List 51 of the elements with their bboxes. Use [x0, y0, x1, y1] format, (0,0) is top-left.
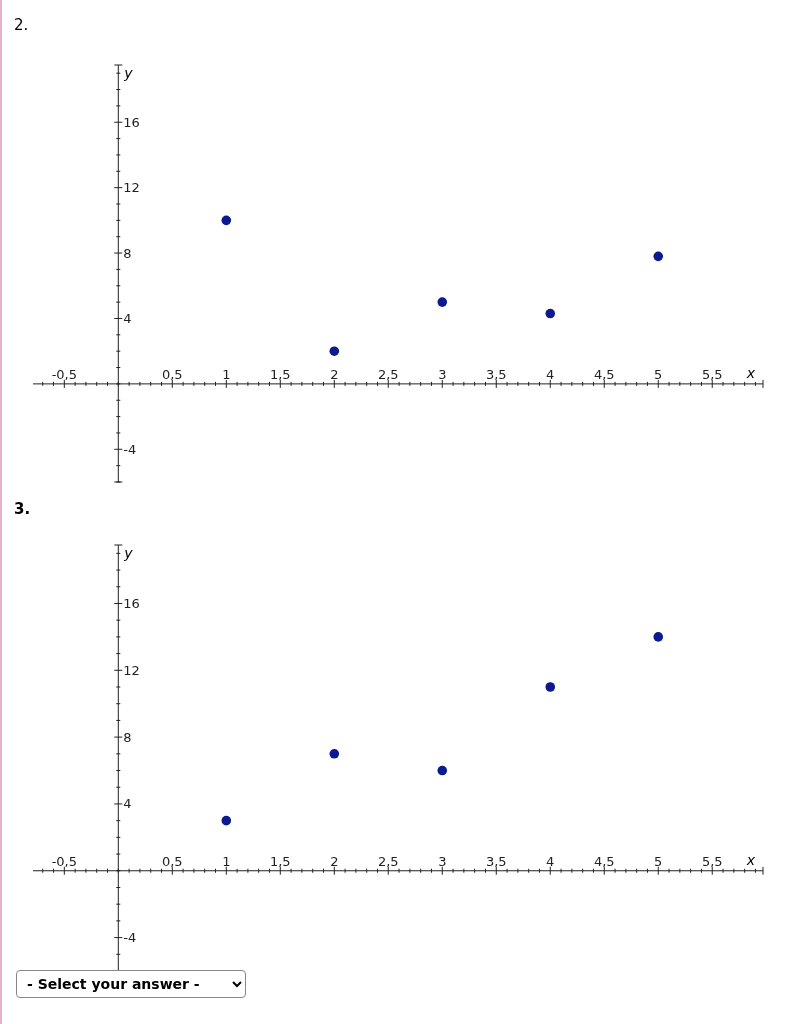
x-tick-label: 0,5	[161, 366, 183, 382]
point	[221, 815, 232, 826]
y-axis-title: y	[123, 65, 134, 81]
point	[437, 297, 448, 307]
y-tick-label: 12	[123, 662, 140, 678]
x-tick-label: 1	[222, 366, 231, 382]
x-tick-label: 3,5	[485, 853, 507, 869]
point	[545, 308, 556, 319]
answer-dropdown: - Select your answer -	[16, 970, 246, 998]
x-tick-label: 2,5	[377, 853, 399, 869]
x-tick-label: 5	[654, 366, 663, 382]
x-tick-label: 1	[222, 853, 231, 869]
y-tick-label: 8	[123, 245, 132, 261]
x-tick-label: 3	[438, 366, 447, 382]
x-tick-label: 5	[654, 853, 663, 869]
x-tick-label: 3	[438, 853, 447, 869]
y-tick-label: 16	[123, 596, 140, 612]
x-tick-label: 2,5	[377, 366, 399, 382]
x-tick-label: 4,5	[593, 366, 615, 382]
x-tick-label: 4	[546, 853, 555, 869]
chart-title: 3.	[14, 500, 31, 518]
x-axis-title: x	[745, 851, 756, 868]
point	[437, 765, 448, 776]
point	[221, 215, 232, 226]
point	[329, 749, 340, 759]
point	[329, 346, 340, 356]
point	[653, 632, 664, 642]
point	[545, 682, 556, 692]
x-tick-label: 2	[330, 853, 339, 869]
y-axis-title: y	[123, 545, 134, 561]
y-tick-label: 8	[123, 729, 132, 745]
x-tick-label: 4	[546, 366, 555, 382]
y-tick-label: 12	[123, 180, 140, 196]
x-tick-label: -0,5	[51, 853, 77, 869]
x-tick-label: 5,5	[701, 853, 723, 869]
x-tick-label: 0,5	[161, 853, 183, 869]
x-tick-label: 2	[330, 366, 339, 382]
y-tick-label: -4	[123, 930, 137, 946]
point	[653, 251, 664, 262]
chart-title: 2.	[14, 16, 29, 34]
x-tick-label: 1,5	[269, 853, 291, 869]
x-tick-label: 3,5	[485, 366, 507, 382]
y-tick-label: 4	[123, 796, 132, 812]
y-tick-label: 4	[123, 311, 132, 327]
x-tick-label: 5,5	[701, 366, 723, 382]
x-tick-label: 1,5	[269, 366, 291, 382]
x-tick-label: 4,5	[593, 853, 615, 869]
x-axis-title: x	[745, 364, 756, 381]
y-tick-label: -4	[123, 441, 137, 457]
x-tick-label: -0,5	[51, 366, 77, 382]
y-tick-label: 16	[123, 114, 140, 130]
